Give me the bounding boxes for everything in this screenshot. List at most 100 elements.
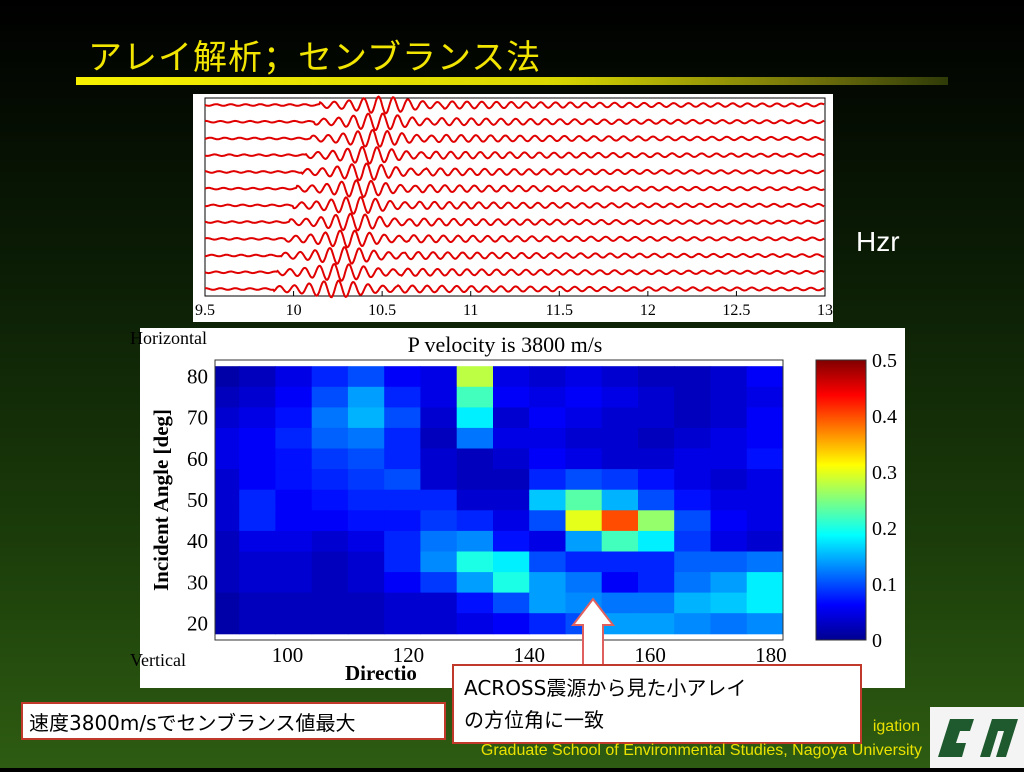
waveform-trace <box>204 178 825 199</box>
heatmap-y-tick-label: 30 <box>187 570 208 594</box>
heatmap-cell <box>347 427 385 449</box>
heatmap-cell <box>710 386 748 408</box>
heatmap-cell <box>384 510 421 532</box>
heatmap-cell <box>710 530 748 552</box>
heatmap-cell <box>565 530 603 552</box>
heatmap-cell <box>674 530 711 552</box>
heatmap-y-tick-label: 40 <box>187 529 208 553</box>
heatmap-cell <box>420 551 458 573</box>
heatmap-cell <box>311 448 349 470</box>
waveform-trace <box>205 195 825 215</box>
heatmap-x-tick-label: 160 <box>634 643 666 667</box>
heatmap-frame <box>214 359 784 641</box>
heatmap-cell <box>347 613 385 635</box>
heatmap-cell <box>746 386 784 408</box>
heatmap-cell <box>710 407 748 429</box>
university-logo <box>930 707 1024 768</box>
heatmap-cell <box>275 592 313 614</box>
heatmap-cell <box>420 613 458 635</box>
heatmap-cell <box>239 469 276 491</box>
heatmap-cell <box>215 613 240 635</box>
heatmap-cell <box>456 427 494 449</box>
waveform-traces <box>204 95 825 299</box>
slide-title: アレイ解析；センブランス法 <box>88 38 542 78</box>
heatmap-cell <box>215 489 240 511</box>
heatmap-cell <box>601 469 639 491</box>
heatmap-cell <box>420 469 458 491</box>
heatmap-cell <box>456 613 494 635</box>
colorbar-tick-label: 0 <box>872 630 882 652</box>
heatmap-cell <box>215 407 240 429</box>
arrow-up-icon <box>571 597 615 668</box>
heatmap-cell <box>311 530 349 552</box>
heatmap-cell <box>420 407 458 429</box>
heatmap-cell <box>529 489 566 511</box>
heatmap-cell <box>710 592 748 614</box>
colorbar <box>815 359 867 641</box>
heatmap-y-tick-label: 60 <box>187 447 208 471</box>
heatmap-cell <box>456 386 494 408</box>
heatmap-cell <box>710 366 748 388</box>
heatmap-cell <box>638 386 675 408</box>
heatmap-cell <box>239 613 276 635</box>
heatmap-cell <box>529 427 566 449</box>
heatmap-cell <box>601 407 639 429</box>
heatmap-cell <box>215 592 240 614</box>
heatmap-cell <box>674 407 711 429</box>
heatmap-cell <box>601 530 639 552</box>
heatmap-cell <box>456 489 494 511</box>
heatmap-cell <box>311 592 349 614</box>
callout-azimuth-line1: ACROSS震源から見た小アレイ <box>464 676 747 700</box>
heatmap-cell <box>275 386 313 408</box>
heatmap-cell <box>493 386 530 408</box>
heatmap-cell <box>529 592 566 614</box>
heatmap-cell <box>638 572 675 594</box>
heatmap-cell <box>275 366 313 388</box>
heatmap-cell <box>420 572 458 594</box>
waveform-x-tick-label: 12.5 <box>722 302 750 319</box>
heatmap-cell <box>710 427 748 449</box>
heatmap-cell <box>215 469 240 491</box>
waveform-trace <box>204 262 825 282</box>
heatmap-cell <box>565 572 603 594</box>
heatmap-cell <box>565 366 603 388</box>
heatmap-cell <box>384 572 421 594</box>
heatmap-cell <box>493 551 530 573</box>
heatmap-cell <box>493 510 530 532</box>
heatmap-cell <box>456 572 494 594</box>
heatmap-cell <box>601 572 639 594</box>
heatmap-cell <box>674 448 711 470</box>
heatmap-cell <box>493 407 530 429</box>
footer-dept-fragment: igation <box>872 718 920 735</box>
heatmap-cell <box>215 572 240 594</box>
heatmap-cell <box>347 530 385 552</box>
heatmap-cell <box>565 386 603 408</box>
heatmap-cell <box>311 366 349 388</box>
footer-university: Graduate School of Environmental Studies… <box>480 742 922 759</box>
heatmap-cell <box>239 510 276 532</box>
colorbar-ticks: 0 0.1 0.2 0.3 0.4 0.5 <box>872 350 897 652</box>
heatmap-cell <box>746 448 784 470</box>
colorbar-tick-label: 0.5 <box>872 350 897 372</box>
heatmap-cell <box>456 551 494 573</box>
heatmap-title: P velocity is 3800 m/s <box>408 332 603 357</box>
heatmap-cell <box>529 448 566 470</box>
heatmap-cell <box>565 510 603 532</box>
heatmap-cell <box>746 613 784 635</box>
heatmap-cell <box>565 551 603 573</box>
heatmap-cell <box>275 489 313 511</box>
heatmap-y-tick-label: 20 <box>187 612 208 636</box>
heatmap-cell <box>456 366 494 388</box>
waveform-plot-frame <box>204 97 826 297</box>
heatmap-cell <box>565 489 603 511</box>
heatmap-cell <box>710 489 748 511</box>
heatmap-cell <box>638 427 675 449</box>
heatmap-y-tick-label: 50 <box>187 488 208 512</box>
waveform-x-tick-label: 13 <box>817 302 833 319</box>
heatmap-cell <box>384 386 421 408</box>
heatmap-cell <box>347 551 385 573</box>
heatmap-cell <box>601 613 639 635</box>
heatmap-cell <box>710 572 748 594</box>
heatmap-cell <box>384 427 421 449</box>
heatmap-y-tick-label: 80 <box>187 364 208 388</box>
